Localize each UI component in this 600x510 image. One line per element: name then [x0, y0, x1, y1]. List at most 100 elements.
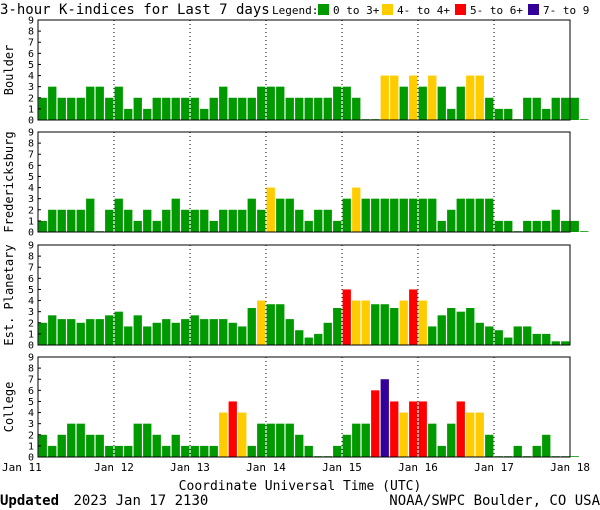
y-tick-label: 2: [28, 93, 34, 104]
bar: [371, 304, 380, 345]
bar: [67, 319, 76, 345]
y-tick-label: 8: [28, 364, 34, 375]
bar: [561, 97, 570, 120]
bar: [95, 319, 104, 345]
bar: [342, 198, 351, 232]
panel-frame: [37, 19, 571, 121]
x-tick-label: Jan 14: [246, 461, 286, 474]
y-tick-label: 5: [28, 60, 34, 71]
bar: [475, 75, 484, 120]
bar: [352, 187, 361, 232]
y-tick-label: 7: [28, 38, 34, 49]
bar: [333, 308, 342, 345]
x-tick-label: Jan 12: [94, 461, 134, 474]
bar: [399, 86, 408, 120]
bar: [314, 97, 323, 120]
y-tick-label: 1: [28, 104, 34, 115]
bar: [466, 198, 475, 232]
bar: [105, 315, 114, 345]
bar: [447, 423, 456, 457]
bar: [361, 198, 370, 232]
bar: [399, 412, 408, 457]
bar: [409, 401, 418, 457]
bar: [466, 412, 475, 457]
bar: [494, 330, 503, 345]
bar: [67, 423, 76, 457]
bar: [532, 97, 541, 120]
bar: [523, 326, 532, 345]
panel-frame: [37, 131, 571, 233]
y-tick-label: 1: [28, 216, 34, 227]
bar: [162, 97, 171, 120]
bar: [57, 209, 66, 232]
bar: [570, 456, 579, 457]
bar: [352, 300, 361, 345]
bar: [124, 326, 133, 345]
bar: [285, 319, 294, 345]
legend-swatch: [528, 4, 539, 15]
bar: [238, 412, 247, 457]
x-axis-ticks: Jan 11 Jan 12 Jan 13 Jan 14 Jan 15 Jan 16 Jan …: [2, 461, 590, 474]
bar: [219, 319, 228, 345]
bar: [352, 423, 361, 457]
bar: [437, 315, 446, 345]
bar: [390, 401, 399, 457]
y-tick-label: 8: [28, 252, 34, 263]
bar: [418, 86, 427, 120]
bar: [542, 108, 551, 120]
bar: [57, 319, 66, 345]
y-tick-label: 9: [28, 128, 34, 139]
bar: [57, 97, 66, 120]
bar: [238, 97, 247, 120]
bar: [257, 300, 266, 345]
bar: [456, 198, 465, 232]
y-tick-label: 6: [28, 386, 34, 397]
bar: [437, 86, 446, 120]
bar: [209, 445, 218, 457]
bar: [228, 401, 237, 457]
bar: [380, 379, 389, 457]
y-tick-label: 3: [28, 82, 34, 93]
bar: [456, 311, 465, 345]
bar: [513, 445, 522, 457]
y-tick-label: 3: [28, 194, 34, 205]
bar: [200, 209, 209, 232]
y-tick-label: 4: [28, 183, 34, 194]
bar: [57, 434, 66, 457]
bar: [390, 198, 399, 232]
bar: [551, 97, 560, 120]
bar: [437, 220, 446, 232]
bar: [105, 445, 114, 457]
bar: [523, 220, 532, 232]
bar: [152, 220, 161, 232]
bar: [219, 412, 228, 457]
bar: [542, 434, 551, 457]
y-tick-label: 8: [28, 139, 34, 150]
series-name: Boulder: [2, 45, 16, 96]
bar: [447, 209, 456, 232]
y-tick-label: 1: [28, 329, 34, 340]
bar: [152, 434, 161, 457]
bar: [285, 198, 294, 232]
y-tick-label: 6: [28, 274, 34, 285]
bar: [504, 337, 513, 345]
bar: [333, 86, 342, 120]
bar: [342, 289, 351, 345]
y-tick-label: 1: [28, 441, 34, 452]
bar: [228, 209, 237, 232]
bar: [352, 97, 361, 120]
bar: [133, 423, 142, 457]
bar: [361, 423, 370, 457]
series-name: College: [2, 382, 16, 433]
bar: [551, 209, 560, 232]
y-tick-label: 9: [28, 16, 34, 27]
bar: [485, 434, 494, 457]
y-tick-label: 3: [28, 419, 34, 430]
bar: [38, 434, 47, 457]
bar: [48, 445, 57, 457]
bar: [114, 198, 123, 232]
x-tick-label: Jan 15: [322, 461, 362, 474]
bar: [162, 319, 171, 345]
legend-item-label: 0 to 3+: [333, 4, 380, 17]
